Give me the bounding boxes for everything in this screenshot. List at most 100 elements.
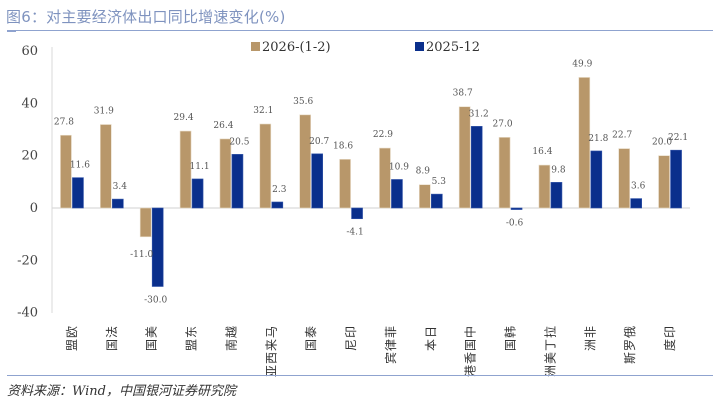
bar-series-1 [498,137,511,209]
data-label: -11.0 [130,250,153,260]
bar-series-1 [419,184,431,209]
data-label: 27.0 [493,119,513,129]
data-label: 2.3 [272,185,287,195]
legend-label-series-2: 2025-12 [426,40,480,55]
svg-text:中: 中 [463,326,478,338]
data-label: 10.9 [389,162,409,172]
chart-title: 图6：对主要经济体出口同比增速变化(%) [6,8,286,26]
data-label: 20.0 [652,138,672,148]
legend-swatch-series-1 [251,42,260,51]
bar-series-1 [259,123,272,209]
data-label: 3.6 [631,182,646,192]
svg-text:罗: 罗 [623,339,637,351]
y-tick-label: -20 [17,253,38,268]
x-category-label: 非洲 [583,326,597,351]
bar-series-2 [112,198,124,209]
data-label: 26.4 [213,121,233,131]
legend-swatch-series-2 [415,42,424,51]
x-category-label: 菲律宾 [383,326,398,364]
svg-text:美: 美 [543,352,557,364]
data-label: 16.4 [532,147,552,157]
x-category-label: 日本 [424,326,438,351]
x-category-label: 韩国 [503,326,518,351]
data-label: 11.6 [70,161,90,171]
bar-series-1 [658,155,670,209]
svg-text:南: 南 [223,339,238,351]
x-category-label: 印尼 [344,326,358,351]
data-label: 18.6 [333,141,353,151]
bar-series-1 [139,207,152,238]
svg-text:美: 美 [145,326,159,338]
data-label: 29.4 [174,113,194,123]
data-label: 20.5 [229,137,249,147]
data-label: 35.6 [293,97,313,107]
svg-text:宾: 宾 [383,352,398,364]
data-label: 9.8 [551,165,566,175]
data-label: -0.6 [506,219,524,229]
x-category-label: 东盟 [185,326,199,351]
bar-series-1 [339,159,351,209]
svg-text:国: 国 [504,339,518,351]
bar-series-1 [179,130,192,209]
data-label: 31.9 [94,107,114,117]
svg-text:香: 香 [464,352,478,364]
y-tick-label: -40 [17,306,38,321]
svg-text:律: 律 [384,339,398,351]
svg-text:东: 东 [185,326,199,338]
x-category-label: 欧盟 [65,326,79,351]
x-category-label: 法国 [105,326,119,351]
bar-series-2 [550,182,563,209]
svg-text:法: 法 [105,326,119,338]
data-label: 20.7 [309,137,329,147]
legend: 2026-(1-2) 2025-12 [251,40,480,55]
data-label: 11.1 [190,162,210,172]
title-divider [7,30,713,31]
bar-series-1 [458,106,471,209]
bar-series-1 [60,134,72,209]
y-tick-label: 60 [21,44,38,59]
svg-text:本: 本 [424,339,438,351]
svg-text:港: 港 [464,365,478,377]
bar-series-2 [311,153,323,209]
bar-series-2 [590,150,603,209]
y-tick-label: 0 [30,201,38,216]
bar-series-2 [431,193,443,209]
svg-text:国: 国 [145,339,159,351]
bar-series-1 [379,147,391,209]
source-note: 资料来源：Wind，中国银河证券研究院 [7,384,236,399]
bar-series-2 [670,149,682,209]
svg-text:西: 西 [264,352,278,364]
footer-divider [7,375,713,376]
data-label: 38.7 [453,89,473,99]
data-labels: 27.8 11.6 31.9 3.4 -11.0 -30.0 29.4 11.1 26.4 20.… [54,59,688,305]
svg-text:欧: 欧 [65,326,79,338]
data-label: -4.1 [346,228,363,238]
bar-series-2 [191,178,204,209]
svg-text:韩: 韩 [503,326,518,338]
svg-text:国: 国 [304,339,318,351]
x-category-label: 美国 [145,326,159,351]
bar-series-2 [510,207,523,210]
svg-text:斯: 斯 [623,352,637,364]
bar-series-2 [630,198,642,209]
data-label: -30.0 [144,296,167,306]
bar-series-2 [470,126,483,209]
svg-text:洲: 洲 [543,365,557,377]
bar-series-1 [578,77,591,209]
svg-text:尼: 尼 [344,339,358,351]
x-category-label: 越南 [223,326,238,351]
svg-text:盟: 盟 [65,339,79,351]
x-category-label: 印度 [662,326,677,351]
bar-series-1 [618,148,630,209]
bar-series-1 [100,124,112,209]
bar-series-2 [391,179,403,209]
svg-text:印: 印 [344,326,358,338]
svg-text:马: 马 [264,326,278,338]
x-category-label: 泰国 [304,326,318,351]
bar-series-1 [299,114,311,209]
svg-text:洲: 洲 [583,339,597,351]
title-divider-cap [7,30,16,32]
data-label: 49.9 [572,59,592,69]
